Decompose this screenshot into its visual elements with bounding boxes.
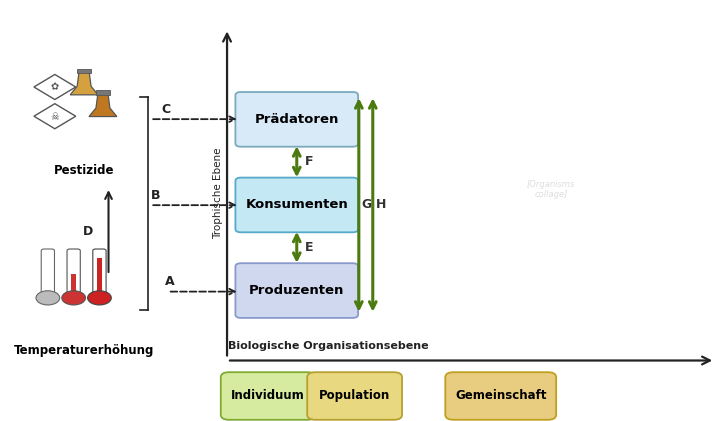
Text: A: A: [165, 275, 175, 288]
FancyBboxPatch shape: [67, 249, 80, 299]
Text: B: B: [151, 189, 161, 202]
Text: G: G: [361, 198, 372, 211]
Text: ✿: ✿: [51, 83, 59, 93]
Bar: [45, 291, 50, 298]
Text: Gemeinschaft: Gemeinschaft: [455, 389, 546, 402]
Text: Trophische Ebene: Trophische Ebene: [213, 148, 223, 239]
Circle shape: [62, 291, 86, 305]
Text: C: C: [161, 103, 170, 116]
Text: Temperaturerhöhung: Temperaturerhöhung: [14, 344, 154, 357]
FancyBboxPatch shape: [445, 372, 556, 420]
Polygon shape: [34, 104, 76, 129]
Text: D: D: [84, 224, 94, 237]
Text: Produzenten: Produzenten: [249, 284, 344, 297]
FancyBboxPatch shape: [235, 263, 358, 318]
Text: Prädatoren: Prädatoren: [255, 113, 339, 126]
Bar: [71, 274, 76, 298]
FancyBboxPatch shape: [235, 92, 358, 147]
Text: E: E: [305, 241, 314, 254]
Circle shape: [36, 291, 60, 305]
FancyBboxPatch shape: [41, 249, 55, 299]
Polygon shape: [70, 71, 98, 95]
FancyBboxPatch shape: [77, 69, 91, 73]
Text: H: H: [376, 198, 386, 211]
FancyBboxPatch shape: [221, 372, 315, 420]
Bar: [97, 258, 102, 298]
FancyBboxPatch shape: [96, 91, 110, 94]
Circle shape: [88, 291, 112, 305]
Text: Individuum: Individuum: [231, 389, 305, 402]
FancyBboxPatch shape: [93, 249, 106, 299]
Text: F: F: [305, 155, 314, 168]
Text: Pestizide: Pestizide: [54, 164, 114, 177]
Text: Konsumenten: Konsumenten: [246, 198, 348, 211]
Text: Population: Population: [319, 389, 390, 402]
FancyBboxPatch shape: [235, 178, 358, 232]
Text: ☠: ☠: [50, 112, 59, 122]
Polygon shape: [89, 93, 117, 117]
Polygon shape: [34, 75, 76, 99]
FancyBboxPatch shape: [307, 372, 402, 420]
Text: Biologische Organisationsebene: Biologische Organisationsebene: [228, 341, 428, 351]
Text: [Organisms
collage]: [Organisms collage]: [527, 180, 575, 199]
